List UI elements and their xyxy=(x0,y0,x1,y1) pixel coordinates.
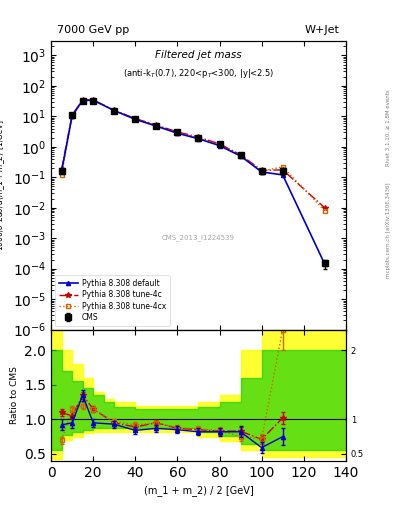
Pythia 8.308 tune-4c xyxy=(70,112,75,118)
Pythia 8.308 default xyxy=(196,136,201,142)
Pythia 8.308 tune-4cx xyxy=(280,164,285,170)
Text: (anti-k$_T$(0.7), 220<p$_T$<300, |y|<2.5): (anti-k$_T$(0.7), 220<p$_T$<300, |y|<2.5… xyxy=(123,67,274,80)
Pythia 8.308 tune-4c xyxy=(280,167,285,173)
Pythia 8.308 tune-4c xyxy=(217,141,222,147)
Pythia 8.308 tune-4cx xyxy=(133,116,138,122)
Y-axis label: Ratio to CMS: Ratio to CMS xyxy=(10,366,19,424)
Text: mcplots.cern.ch [arXiv:1306.3436]: mcplots.cern.ch [arXiv:1306.3436] xyxy=(386,183,391,278)
Pythia 8.308 default xyxy=(133,116,138,122)
Text: Rivet 3.1.10, ≥ 1.8M events: Rivet 3.1.10, ≥ 1.8M events xyxy=(386,90,391,166)
Pythia 8.308 default xyxy=(112,108,117,114)
Pythia 8.308 default xyxy=(238,153,243,159)
Pythia 8.308 tune-4c xyxy=(322,205,327,211)
Pythia 8.308 tune-4c xyxy=(238,152,243,158)
Pythia 8.308 tune-4cx xyxy=(322,208,327,214)
Pythia 8.308 tune-4cx xyxy=(259,168,264,174)
Pythia 8.308 tune-4cx xyxy=(112,108,117,114)
Pythia 8.308 tune-4cx xyxy=(91,97,95,103)
Text: 7000 GeV pp: 7000 GeV pp xyxy=(57,25,129,35)
Line: Pythia 8.308 default: Pythia 8.308 default xyxy=(59,98,327,266)
Pythia 8.308 tune-4c xyxy=(175,129,180,135)
Text: Filtered jet mass: Filtered jet mass xyxy=(155,50,242,59)
Line: Pythia 8.308 tune-4c: Pythia 8.308 tune-4c xyxy=(59,97,327,210)
Pythia 8.308 tune-4c xyxy=(196,134,201,140)
Pythia 8.308 default xyxy=(80,97,85,103)
Pythia 8.308 tune-4c xyxy=(59,166,64,172)
Pythia 8.308 tune-4cx xyxy=(70,113,75,119)
Pythia 8.308 default xyxy=(91,97,95,103)
Pythia 8.308 tune-4cx xyxy=(59,172,64,178)
Legend: Pythia 8.308 default, Pythia 8.308 tune-4c, Pythia 8.308 tune-4cx, CMS: Pythia 8.308 default, Pythia 8.308 tune-… xyxy=(55,275,170,326)
Pythia 8.308 tune-4c xyxy=(259,167,264,174)
Pythia 8.308 default xyxy=(175,130,180,136)
Text: W+Jet: W+Jet xyxy=(305,25,340,35)
Y-axis label: $1000/\sigma\ 2d\sigma/d(m\_1 + m\_2)\ [1/GeV]$: $1000/\sigma\ 2d\sigma/d(m\_1 + m\_2)\ [… xyxy=(0,119,7,251)
Pythia 8.308 tune-4cx xyxy=(154,122,159,129)
Pythia 8.308 tune-4cx xyxy=(217,142,222,148)
Pythia 8.308 tune-4cx xyxy=(238,153,243,159)
Pythia 8.308 tune-4c xyxy=(91,97,95,103)
Line: Pythia 8.308 tune-4cx: Pythia 8.308 tune-4cx xyxy=(59,98,327,213)
Pythia 8.308 default xyxy=(59,168,64,174)
Pythia 8.308 default xyxy=(217,142,222,148)
X-axis label: (m_1 + m_2) / 2 [GeV]: (m_1 + m_2) / 2 [GeV] xyxy=(143,485,253,496)
Pythia 8.308 default xyxy=(154,123,159,129)
Pythia 8.308 tune-4cx xyxy=(175,130,180,136)
Pythia 8.308 tune-4cx xyxy=(196,135,201,141)
Pythia 8.308 tune-4cx xyxy=(80,98,85,104)
Pythia 8.308 default xyxy=(280,172,285,178)
Text: CMS_2013_I1224539: CMS_2013_I1224539 xyxy=(162,234,235,241)
Pythia 8.308 default xyxy=(70,113,75,119)
Pythia 8.308 default xyxy=(322,261,327,267)
Pythia 8.308 tune-4c xyxy=(133,116,138,122)
Pythia 8.308 default xyxy=(259,169,264,175)
Pythia 8.308 tune-4c xyxy=(80,97,85,103)
Pythia 8.308 tune-4c xyxy=(154,122,159,128)
Pythia 8.308 tune-4c xyxy=(112,107,117,113)
